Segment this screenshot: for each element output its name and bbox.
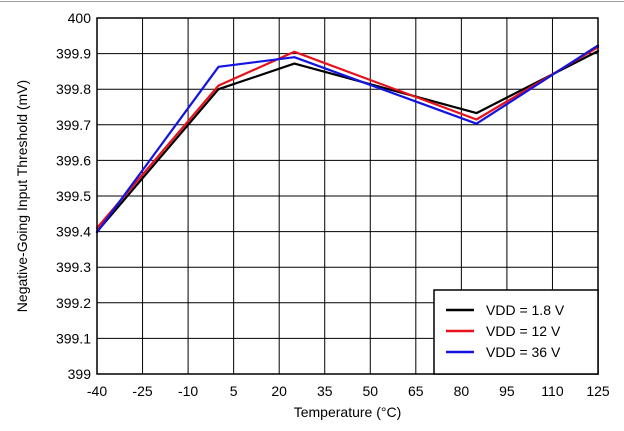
- x-tick-labels: -40 -25 -10 5 20 35 50 65 80 95 110 125: [87, 383, 610, 399]
- top-rule: [0, 1, 624, 2]
- plot-frame: [96, 17, 599, 375]
- x-tick-label: -10: [178, 383, 198, 399]
- series-line-1: [95, 49, 600, 233]
- y-tick-label: 399: [68, 366, 92, 382]
- y-tick-labels: 399 399.1 399.2 399.3 399.4 399.5 399.6 399.7 39…: [56, 10, 91, 382]
- x-tick-label: -40: [87, 383, 107, 399]
- y-tick-label: 399.6: [56, 152, 91, 168]
- y-tick-label: 399.8: [56, 81, 91, 97]
- x-tick-label: 95: [499, 383, 515, 399]
- x-tick-label: 20: [271, 383, 287, 399]
- legend-label: VDD = 1.8 V: [486, 302, 565, 318]
- series-line-2: [95, 46, 600, 230]
- x-tick-label: 50: [362, 383, 378, 399]
- y-tick-label: 399.9: [56, 46, 91, 62]
- x-axis-title: Temperature (°C): [294, 404, 402, 420]
- y-tick-label: 399.4: [56, 224, 91, 240]
- series-lines: [95, 44, 600, 234]
- y-tick-label: 400: [68, 10, 92, 26]
- y-tick-label: 399.7: [56, 117, 91, 133]
- x-tick-label: 65: [408, 383, 424, 399]
- legend: VDD = 1.8 V VDD = 12 V VDD = 36 V: [433, 289, 599, 375]
- legend-label: VDD = 36 V: [486, 344, 561, 360]
- x-tick-label: 5: [230, 383, 238, 399]
- y-tick-label: 399.5: [56, 188, 91, 204]
- y-tick-label: 399.2: [56, 295, 91, 311]
- x-tick-label: 125: [586, 383, 610, 399]
- y-tick-label: 399.1: [56, 330, 91, 346]
- series-line-3: [95, 44, 600, 234]
- x-tick-label: 35: [317, 383, 333, 399]
- x-tick-label: 80: [454, 383, 470, 399]
- legend-label: VDD = 12 V: [486, 323, 561, 339]
- x-tick-label: -25: [132, 383, 152, 399]
- x-tick-label: 110: [541, 383, 564, 399]
- y-axis-title: Negative-Going Input Threshold (mV): [14, 80, 30, 312]
- y-tick-label: 399.3: [56, 259, 91, 275]
